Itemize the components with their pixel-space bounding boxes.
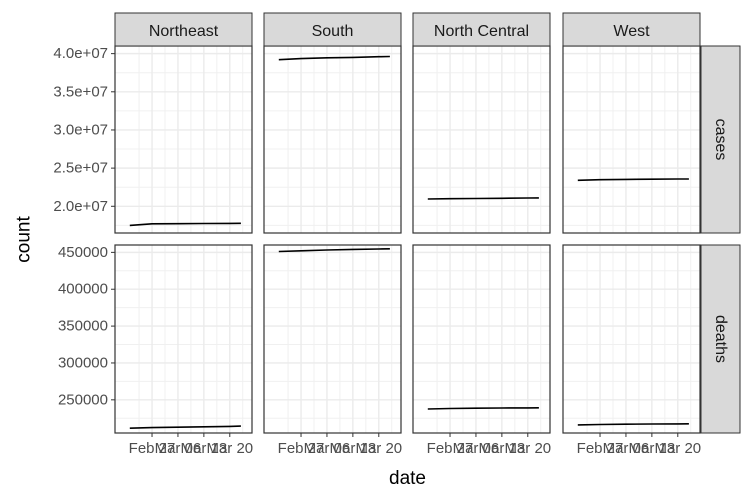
x-tick-label: Feb 27: [577, 440, 624, 457]
strip-label-north-central: North Central: [434, 23, 529, 40]
strip-deaths: [700, 244, 741, 434]
strip-north-central: [412, 12, 551, 47]
series-line-south-deaths: [278, 248, 390, 253]
series-line-west-deaths: [577, 423, 689, 426]
panel-background: [264, 46, 401, 233]
panel-north-central-deaths: [412, 244, 551, 434]
panel-south-cases: [263, 45, 402, 234]
y-axes: 2.0e+07 2.5e+07 3.0e+07 3.5e+07 4.0e+07 25000…: [53, 45, 115, 408]
x-tick-label: Mar 06: [603, 440, 650, 457]
x-tick-label: Mar 13: [629, 440, 676, 457]
series-line-northeast-deaths: [129, 425, 241, 429]
panel-northeast-deaths: [114, 244, 253, 434]
strip-label-deaths: deaths: [712, 315, 729, 363]
strip-label-northeast: Northeast: [149, 23, 219, 40]
strip-label-south: South: [312, 23, 354, 40]
panel-background: [264, 245, 401, 433]
x-tick-label: Mar 20: [206, 440, 253, 457]
series-line-northeast-cases: [129, 222, 241, 227]
facet-strips: Northeast South North Central West cases deat…: [114, 12, 741, 434]
strip-label-cases: cases: [712, 119, 729, 161]
facet-panels: [114, 45, 701, 434]
strip-northeast: [114, 12, 253, 47]
y-axis-title: count: [14, 216, 35, 263]
series-line-south-cases: [278, 55, 390, 61]
x-axis-title: date: [389, 468, 426, 489]
panel-northeast-cases: [114, 45, 253, 234]
y-tick-label: 350000: [58, 318, 108, 335]
panel-border: [263, 244, 402, 434]
series-line-west-cases: [577, 178, 689, 182]
panel-background: [115, 245, 252, 433]
panel-background: [563, 46, 700, 233]
y-tick-label: 250000: [58, 391, 108, 408]
panel-background: [563, 245, 700, 433]
x-tick-label: Mar 06: [453, 440, 500, 457]
panel-north-central-cases: [412, 45, 551, 234]
panel-south-deaths: [263, 244, 402, 434]
x-tick-label: Mar 06: [155, 440, 202, 457]
x-tick-label: Mar 20: [654, 440, 701, 457]
panel-west-deaths: [562, 244, 701, 434]
panel-border: [562, 244, 701, 434]
panel-west-cases: [562, 45, 701, 234]
y-tick-label: 2.0e+07: [53, 198, 108, 215]
strip-south: [263, 12, 402, 47]
y-tick-label: 3.5e+07: [53, 83, 108, 100]
x-tick-label: Mar 06: [304, 440, 351, 457]
panel-background: [413, 245, 550, 433]
y-tick-label: 3.0e+07: [53, 121, 108, 138]
x-tick-label: Mar 20: [355, 440, 402, 457]
panel-background: [413, 46, 550, 233]
panel-background: [115, 46, 252, 233]
x-tick-label: Mar 13: [330, 440, 377, 457]
x-tick-label: Mar 13: [181, 440, 228, 457]
y-tick-label: 300000: [58, 354, 108, 371]
panel-border: [114, 244, 253, 434]
y-tick-label: 450000: [58, 244, 108, 261]
x-tick-label: Feb 27: [427, 440, 474, 457]
y-tick-label: 2.5e+07: [53, 160, 108, 177]
x-tick-label: Mar 20: [504, 440, 551, 457]
y-tick-label: 4.0e+07: [53, 45, 108, 62]
x-tick-label: Feb 27: [278, 440, 325, 457]
panel-border: [412, 244, 551, 434]
x-tick-label: Feb 27: [129, 440, 176, 457]
x-tick-label: Mar 13: [479, 440, 526, 457]
series-line-north-central-deaths: [427, 407, 539, 410]
strip-label-west: West: [613, 23, 650, 40]
strip-west: [562, 12, 701, 47]
y-tick-label: 400000: [58, 281, 108, 298]
series-line-north-central-cases: [427, 197, 539, 200]
strip-cases: [700, 45, 741, 234]
